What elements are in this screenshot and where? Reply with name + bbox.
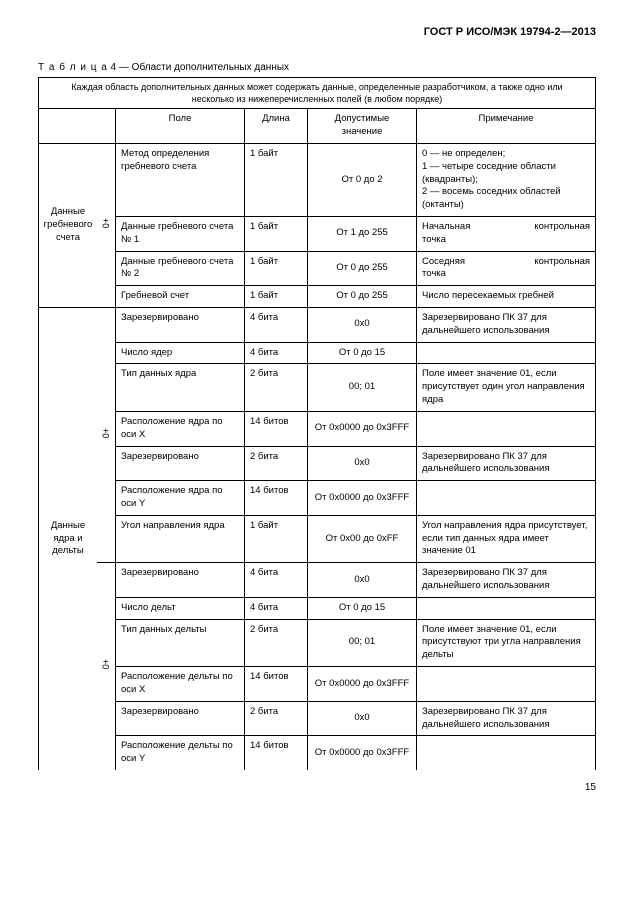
table-cell: Число ядер: [116, 342, 245, 364]
table-cell: От 0 до 15: [308, 597, 417, 619]
table-cell: 14 битов: [245, 736, 308, 770]
table-cell: От 0x00 до 0xFF: [308, 515, 417, 562]
table-cell: Зарезервировано ПК 37 для дальнейшего ис…: [417, 446, 596, 481]
table-cell: 1 байт: [245, 251, 308, 286]
table-cell: Поле имеет значение 01, если присутствую…: [417, 619, 596, 666]
t: Начальная: [422, 221, 470, 232]
table-cell: От 0x0000 до 0x3FFF: [308, 481, 417, 516]
table-cell: Данные гребневого счета № 2: [116, 251, 245, 286]
table-cell: 1 байт: [245, 515, 308, 562]
col-values: Допустимые значение: [308, 109, 417, 144]
table-cell: 14 битов: [245, 481, 308, 516]
table-cell: 0x0: [308, 308, 417, 343]
table-cell: Расположение дельты по оси Y: [116, 736, 245, 770]
table-cell: [417, 667, 596, 702]
table-cell: Зарезервировано: [116, 701, 245, 736]
table-cell: 4 бита: [245, 342, 308, 364]
table-cell: 0x0: [308, 701, 417, 736]
table-cell: Зарезервировано: [116, 308, 245, 343]
table-cell: 1 байт: [245, 286, 308, 308]
table-cell: От 0 до 255: [308, 251, 417, 286]
table-cell: 1 байт: [245, 143, 308, 216]
group2-count1: 0+: [97, 308, 116, 563]
group2-count2-txt: 0+: [100, 659, 112, 669]
table-cell: Число пересекаемых гребней: [417, 286, 596, 308]
table-cell: От 0x0000 до 0x3FFF: [308, 736, 417, 770]
table-cell: Число дельт: [116, 597, 245, 619]
col-length: Длина: [245, 109, 308, 144]
table-cell: Начальная контрольная точка: [417, 216, 596, 251]
table-cell: 0x0: [308, 446, 417, 481]
table-cell: 4 бита: [245, 563, 308, 598]
data-table: Каждая область дополнительных данных мож…: [38, 77, 596, 770]
table-cell: 14 битов: [245, 667, 308, 702]
table-cell: Зарезервировано ПК 37 для дальнейшего ис…: [417, 563, 596, 598]
caption-text: 4 — Области дополнительных данных: [108, 62, 289, 73]
table-cell: От 1 до 255: [308, 216, 417, 251]
table-cell: От 0 до 2: [308, 143, 417, 216]
table-cell: Соседняя контрольная точка: [417, 251, 596, 286]
table-cell: Расположение дельты по оси X: [116, 667, 245, 702]
table-cell: 4 бита: [245, 597, 308, 619]
table-caption: Т а б л и ц а 4 — Области дополнительных…: [38, 62, 596, 73]
t: контрольная: [534, 256, 590, 267]
t: точка: [422, 234, 446, 245]
table-cell: Тип данных ядра: [116, 364, 245, 411]
table-cell: [417, 481, 596, 516]
group1-head: Данные гребневого счета: [39, 143, 98, 307]
table-cell: Зарезервировано ПК 37 для дальнейшего ис…: [417, 701, 596, 736]
table-cell: От 0x0000 до 0x3FFF: [308, 667, 417, 702]
table-cell: [417, 597, 596, 619]
group2-head: Данные ядра и дельты: [39, 308, 98, 770]
table-cell: 0 — не определен; 1 — четыре соседние об…: [417, 143, 596, 216]
group2-count2: 0+: [97, 563, 116, 770]
table-cell: От 0 до 15: [308, 342, 417, 364]
table-cell: Метод определения гребневого счета: [116, 143, 245, 216]
table-cell: [417, 342, 596, 364]
group1-count-txt: 0+: [100, 218, 112, 228]
table-cell: От 0 до 255: [308, 286, 417, 308]
t: контрольная: [534, 221, 590, 232]
col-blank1: [39, 109, 98, 144]
t: Соседняя: [422, 256, 465, 267]
table-cell: Зарезервировано: [116, 563, 245, 598]
table-cell: 4 бита: [245, 308, 308, 343]
table-cell: 1 байт: [245, 216, 308, 251]
t: точка: [422, 268, 446, 279]
table-cell: Поле имеет значение 01, если присутствуе…: [417, 364, 596, 411]
table-cell: 2 бита: [245, 364, 308, 411]
table-cell: 2 бита: [245, 446, 308, 481]
group1-count: 0+: [97, 143, 116, 307]
table-cell: Зарезервировано ПК 37 для дальнейшего ис…: [417, 308, 596, 343]
table-cell: 2 бита: [245, 701, 308, 736]
table-cell: Угол направления ядра присутствует, если…: [417, 515, 596, 562]
table-cell: 00; 01: [308, 619, 417, 666]
caption-prefix: Т а б л и ц а: [38, 62, 108, 73]
table-cell: Угол направления ядра: [116, 515, 245, 562]
table-cell: [417, 736, 596, 770]
page-number: 15: [38, 782, 596, 793]
col-note: Примечание: [417, 109, 596, 144]
table-cell: Расположение ядра по оси X: [116, 411, 245, 446]
table-cell: Гребневой счет: [116, 286, 245, 308]
table-cell: Тип данных дельты: [116, 619, 245, 666]
table-cell: Зарезервировано: [116, 446, 245, 481]
group2-count1-txt: 0+: [100, 428, 112, 438]
table-cell: 2 бита: [245, 619, 308, 666]
table-note: Каждая область дополнительных данных мож…: [39, 78, 596, 109]
doc-header: ГОСТ Р ИСО/МЭК 19794-2—2013: [38, 26, 596, 38]
table-cell: 14 битов: [245, 411, 308, 446]
table-cell: Данные гребневого счета № 1: [116, 216, 245, 251]
table-cell: [417, 411, 596, 446]
col-blank2: [97, 109, 116, 144]
table-cell: Расположение ядра по оси Y: [116, 481, 245, 516]
table-cell: 0x0: [308, 563, 417, 598]
table-cell: 00; 01: [308, 364, 417, 411]
col-field: Поле: [116, 109, 245, 144]
table-cell: От 0x0000 до 0x3FFF: [308, 411, 417, 446]
